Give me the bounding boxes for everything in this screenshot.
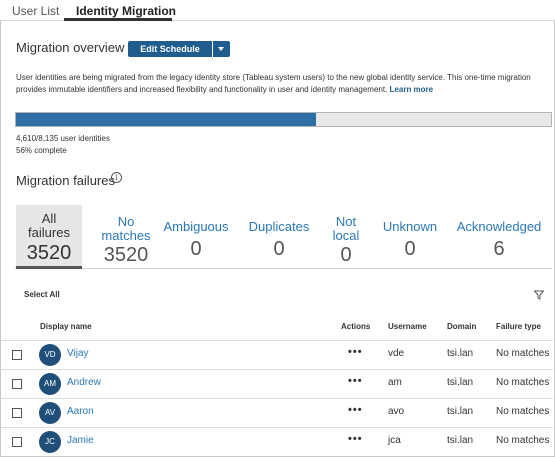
- tab-identity-migration[interactable]: Identity Migration: [76, 4, 176, 18]
- failure-cards-divider: [15, 268, 552, 269]
- card-label: No matches: [90, 215, 162, 243]
- active-tab-indicator: [64, 18, 172, 21]
- user-display-name-link[interactable]: Aaron: [67, 406, 94, 417]
- card-all-failures[interactable]: All failures 3520: [16, 205, 82, 269]
- card-label: Acknowledged: [456, 219, 542, 234]
- card-label-line: No: [117, 214, 135, 229]
- migration-description: User identities are being migrated from …: [16, 72, 546, 96]
- migration-overview-title: Migration overview: [16, 40, 125, 55]
- card-label-line: matches: [101, 228, 151, 243]
- user-display-name-link[interactable]: Jamie: [67, 435, 94, 446]
- progress-bar-fill: [16, 113, 316, 126]
- card-value: 0: [404, 238, 416, 260]
- failure-type-cell: No matches: [496, 435, 550, 446]
- migration-progress-bar: [15, 112, 552, 127]
- user-identities-count: 4,610/8,135 user identities: [16, 134, 110, 143]
- row-divider: [0, 427, 553, 428]
- card-no-matches[interactable]: No matches 3520: [90, 205, 162, 269]
- info-icon[interactable]: i: [111, 172, 122, 183]
- column-header-domain[interactable]: Domain: [447, 322, 477, 331]
- card-value: 6: [493, 238, 505, 260]
- row-divider: [0, 398, 553, 399]
- description-text: User identities are being migrated from …: [16, 73, 531, 94]
- card-acknowledged[interactable]: Acknowledged 6: [455, 205, 543, 269]
- card-label-line: failures: [28, 225, 70, 240]
- card-label-line: All: [41, 211, 57, 226]
- failure-type-cell: No matches: [496, 406, 550, 417]
- edit-schedule-dropdown-button[interactable]: [213, 41, 230, 57]
- row-actions-menu[interactable]: •••: [348, 433, 363, 445]
- row-divider: [0, 369, 553, 370]
- learn-more-link[interactable]: Learn more: [389, 85, 434, 94]
- avatar: VD: [39, 344, 61, 366]
- row-divider: [0, 340, 553, 341]
- row-checkbox[interactable]: [12, 408, 22, 418]
- card-label: Ambiguous: [163, 219, 229, 234]
- edit-schedule-button[interactable]: Edit Schedule: [128, 41, 212, 57]
- select-all-button[interactable]: Select All: [24, 290, 60, 299]
- row-actions-menu[interactable]: •••: [348, 375, 363, 387]
- filter-icon[interactable]: [534, 290, 544, 300]
- card-label: All failures: [16, 212, 82, 240]
- card-value: 0: [190, 238, 202, 260]
- username-cell: jca: [388, 435, 401, 446]
- avatar: AV: [39, 402, 61, 424]
- username-cell: avo: [388, 406, 405, 417]
- row-actions-menu[interactable]: •••: [348, 346, 363, 358]
- avatar: AM: [39, 373, 61, 395]
- percent-complete: 56% complete: [16, 146, 67, 155]
- card-label: Duplicates: [248, 219, 310, 234]
- domain-cell: tsi.lan: [447, 377, 474, 388]
- domain-cell: tsi.lan: [447, 435, 474, 446]
- column-header-display-name[interactable]: Display name: [40, 322, 92, 331]
- card-value: 3520: [103, 244, 149, 266]
- domain-cell: tsi.lan: [447, 348, 474, 359]
- card-value: 0: [273, 238, 285, 260]
- card-label-line: Not: [335, 214, 357, 229]
- card-label: Unknown: [382, 219, 438, 234]
- chevron-down-icon: [218, 47, 224, 51]
- card-ambiguous[interactable]: Ambiguous 0: [160, 205, 232, 269]
- row-checkbox[interactable]: [12, 379, 22, 389]
- card-unknown[interactable]: Unknown 0: [377, 205, 443, 269]
- failure-type-cell: No matches: [496, 377, 550, 388]
- tab-bar: User List Identity Migration: [0, 0, 555, 21]
- user-display-name-link[interactable]: Vijay: [67, 348, 89, 359]
- user-display-name-link[interactable]: Andrew: [67, 377, 101, 388]
- card-duplicates[interactable]: Duplicates 0: [243, 205, 315, 269]
- card-not-local[interactable]: Not local 0: [320, 205, 372, 269]
- column-header-actions: Actions: [341, 322, 371, 331]
- username-cell: vde: [388, 348, 405, 359]
- failure-type-cell: No matches: [496, 348, 550, 359]
- row-checkbox[interactable]: [12, 350, 22, 360]
- migration-failures-title: Migration failures: [16, 173, 115, 188]
- card-label-line: local: [332, 228, 360, 243]
- username-cell: am: [388, 377, 402, 388]
- column-header-failure-type[interactable]: Failure type: [496, 322, 541, 331]
- card-value: 0: [340, 244, 352, 266]
- row-checkbox[interactable]: [12, 437, 22, 447]
- tab-user-list[interactable]: User List: [12, 4, 60, 18]
- avatar: JC: [39, 431, 61, 453]
- row-actions-menu[interactable]: •••: [348, 404, 363, 416]
- column-header-username[interactable]: Username: [388, 322, 427, 331]
- card-label: Not local: [320, 215, 372, 243]
- domain-cell: tsi.lan: [447, 406, 474, 417]
- card-value: 3520: [26, 242, 72, 264]
